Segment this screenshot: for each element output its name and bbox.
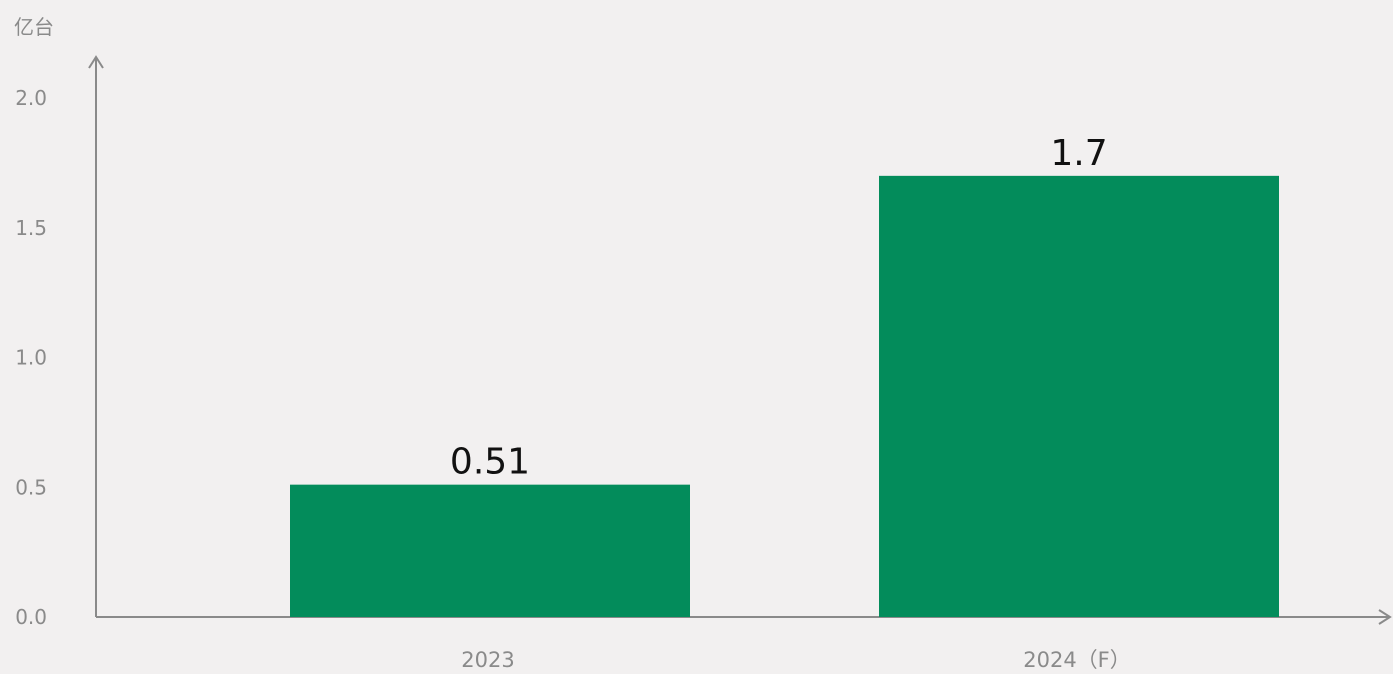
x-tick-label: 2024（F） <box>1023 648 1131 670</box>
x-ticks: 2023 2024（F） <box>461 648 1131 672</box>
y-tick-label: 1.0 <box>15 346 47 370</box>
x-tick-label: 2023 <box>461 648 514 670</box>
x-axis-arrow <box>1378 609 1392 625</box>
y-tick-label: 2.0 <box>15 86 47 110</box>
bar <box>879 175 1279 617</box>
bar <box>290 484 690 617</box>
y-ticks: 0.0 0.5 1.0 1.5 2.0 <box>15 86 47 629</box>
value-labels: 0.51 1.7 <box>450 133 1108 483</box>
bar-value-label: 1.7 <box>1050 133 1107 174</box>
bar-value-label: 0.51 <box>450 442 530 483</box>
y-tick-label: 0.0 <box>15 605 47 629</box>
y-axis-unit-label: 亿台 <box>14 15 54 39</box>
bars <box>290 175 1279 617</box>
y-tick-label: 0.5 <box>15 475 47 499</box>
y-axis-arrow <box>88 55 104 69</box>
y-tick-label: 1.5 <box>15 216 47 240</box>
